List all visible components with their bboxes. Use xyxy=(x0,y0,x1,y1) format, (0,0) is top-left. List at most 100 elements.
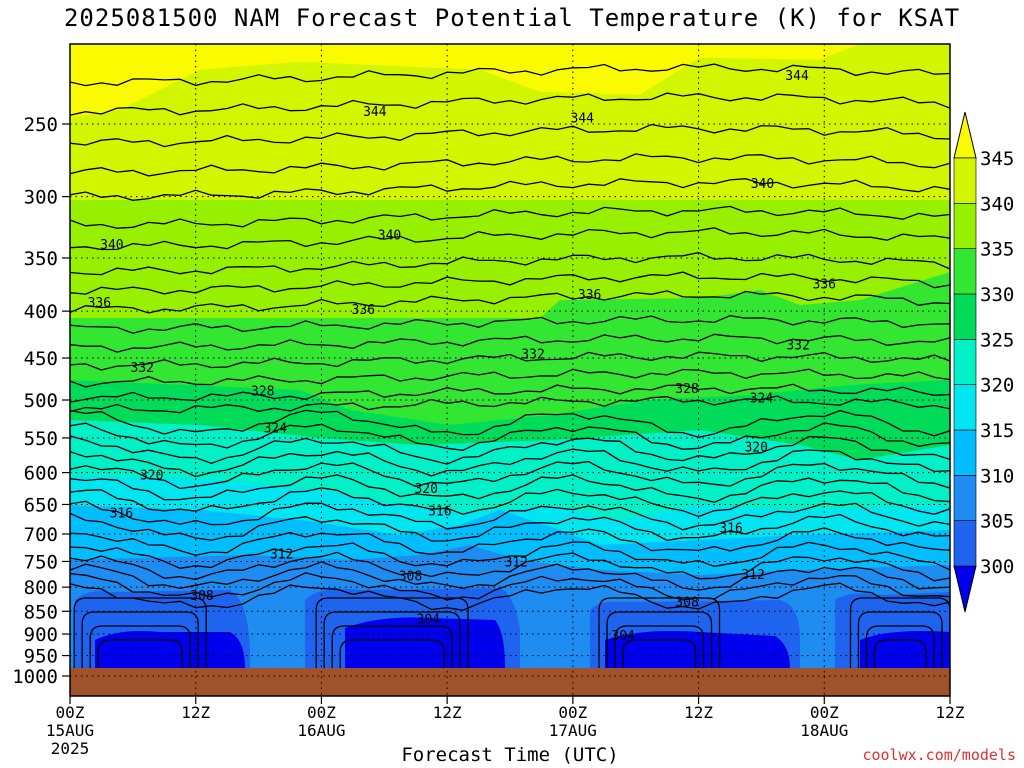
contour-line xyxy=(70,271,950,295)
plot-frame xyxy=(69,43,951,697)
y-tick-label: 350 xyxy=(24,248,58,270)
contour-label-324: 324 xyxy=(750,392,774,407)
contour-line xyxy=(70,383,950,403)
contour-line xyxy=(873,639,927,668)
x-tick-label: 18AUG xyxy=(800,721,848,740)
contour-label-304: 304 xyxy=(611,629,635,644)
x-tick-label: 12Z xyxy=(433,703,462,722)
contour-line xyxy=(323,611,461,668)
contour-line xyxy=(70,435,950,465)
colorbar-band-325 xyxy=(953,293,977,340)
contour-label-336: 336 xyxy=(813,277,836,292)
contour-label-312: 312 xyxy=(270,547,293,562)
x-tick-label: 12Z xyxy=(936,703,965,722)
y-tick-label: 1000 xyxy=(12,666,58,688)
contour-line xyxy=(865,625,935,668)
contour-label-316: 316 xyxy=(719,522,742,537)
contour-line xyxy=(331,625,453,668)
contour-line xyxy=(606,611,713,668)
contour-line xyxy=(70,63,950,87)
contour-label-312: 312 xyxy=(505,555,528,570)
colorbar-label: 335 xyxy=(980,239,1014,261)
grid xyxy=(70,44,950,696)
contour-line xyxy=(70,541,950,571)
colorbar-label: 305 xyxy=(980,511,1014,533)
contour-label-340: 340 xyxy=(378,229,401,244)
contour-line xyxy=(70,527,950,556)
contour-line xyxy=(70,572,950,601)
contour-line xyxy=(70,227,950,251)
contour-label-336: 336 xyxy=(352,303,375,318)
contour-line xyxy=(97,639,183,668)
colorbar-band-300 xyxy=(953,520,977,567)
contour-line xyxy=(70,500,950,531)
contour-line xyxy=(70,290,950,314)
contour-line xyxy=(70,153,950,177)
x-tick-label: 2025 xyxy=(51,739,90,758)
y-tick-label: 300 xyxy=(24,187,58,209)
x-tick-label: 00Z xyxy=(307,703,336,722)
x-tick-label: 16AUG xyxy=(297,721,345,740)
contour-label-316: 316 xyxy=(428,505,451,520)
colorbar-label: 315 xyxy=(980,420,1014,442)
y-tick-label: 450 xyxy=(24,348,58,370)
contour-line xyxy=(614,625,705,668)
contour-label-324: 324 xyxy=(264,422,288,437)
contour-line xyxy=(70,512,950,542)
contour-line xyxy=(70,448,950,478)
contour-line xyxy=(70,351,950,371)
x-tick-label: 17AUG xyxy=(549,721,597,740)
credit-link[interactable]: coolwx.com/models xyxy=(862,746,1016,764)
contour-line xyxy=(339,639,445,668)
y-tick-label: 800 xyxy=(24,577,58,599)
colorbar-band-315 xyxy=(953,384,977,431)
contour-label-336: 336 xyxy=(578,288,601,303)
contour-label-328: 328 xyxy=(251,384,274,399)
contour-line xyxy=(70,582,950,611)
x-tick-label: 00Z xyxy=(558,703,587,722)
y-tick-label: 600 xyxy=(24,463,58,485)
contour-line xyxy=(70,474,950,503)
y-tick-label: 900 xyxy=(24,624,58,646)
y-tick-label: 500 xyxy=(24,390,58,412)
colorbar-band-335 xyxy=(953,203,977,249)
contour-label-344: 344 xyxy=(785,69,809,84)
colorbar-label: 340 xyxy=(980,193,1014,215)
contour-lines xyxy=(70,63,950,668)
contour-labels: 344 344 344 340 340 340 336 336 336 336 332 332 332 3… xyxy=(88,69,836,644)
x-axis-title: Forecast Time (UTC) xyxy=(401,744,619,766)
contour-line xyxy=(70,551,950,582)
contour-label-308: 308 xyxy=(399,570,422,585)
contour-line xyxy=(70,561,950,591)
colorbar-label: 320 xyxy=(980,375,1014,397)
colorbar-label: 310 xyxy=(980,465,1014,487)
contour-label-308: 308 xyxy=(190,589,213,604)
contour-line xyxy=(598,597,721,668)
x-tick-label: 12Z xyxy=(181,703,210,722)
y-tick-label: 650 xyxy=(24,494,58,516)
y-tick-label: 850 xyxy=(24,601,58,623)
contour-line xyxy=(81,611,199,668)
y-tick-label: 550 xyxy=(24,428,58,450)
y-tick-label: 750 xyxy=(24,551,58,573)
contour-label-316: 316 xyxy=(110,506,133,521)
contour-line xyxy=(315,597,469,668)
contour-line xyxy=(70,315,950,334)
contour-label-344: 344 xyxy=(363,105,387,120)
contour-line xyxy=(857,611,943,668)
contour-line xyxy=(70,178,950,201)
colorbar-label: 300 xyxy=(980,556,1014,578)
contour-line xyxy=(70,368,950,388)
x-tick-label: 15AUG xyxy=(46,721,94,740)
contour-line xyxy=(89,625,191,668)
x-tick-label: 00Z xyxy=(56,703,85,722)
contour-label-304: 304 xyxy=(417,613,441,628)
contour-label-332: 332 xyxy=(131,361,154,376)
colorbar-band-340 xyxy=(953,157,977,204)
colorbar-max-triangle xyxy=(953,111,977,159)
contour-line xyxy=(622,639,697,668)
contour-label-332: 332 xyxy=(521,348,544,363)
contour-line xyxy=(70,422,950,451)
colorbar-band-310 xyxy=(953,429,977,476)
